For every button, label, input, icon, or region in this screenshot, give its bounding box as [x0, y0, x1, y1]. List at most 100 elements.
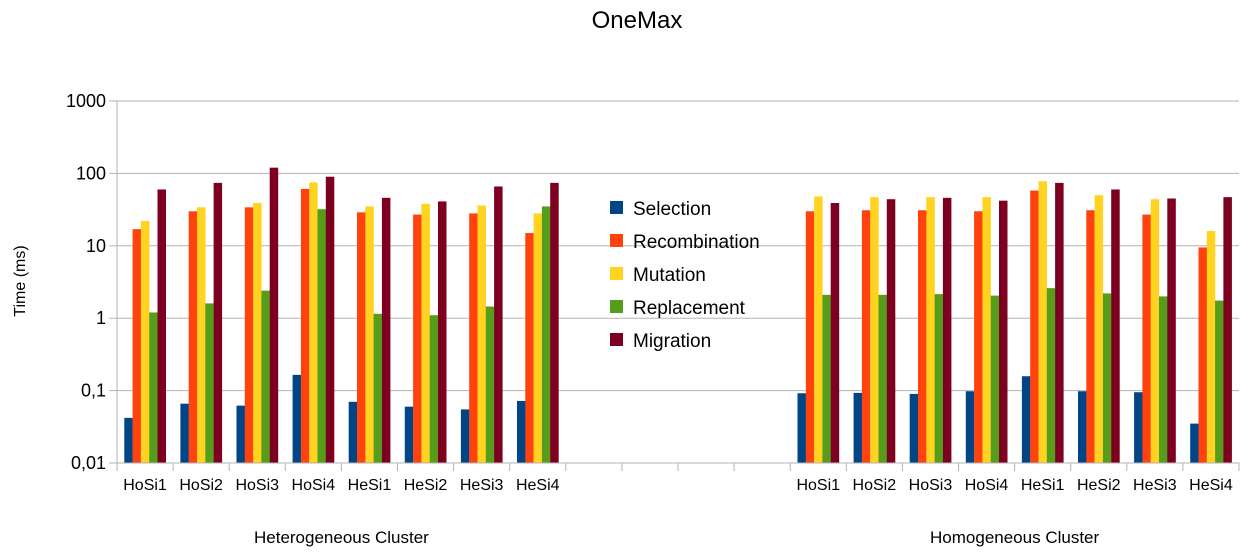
bar-replacement-1 — [205, 303, 214, 463]
x-tick-label: HeSi4 — [1189, 477, 1233, 494]
bar-recombination-19 — [1198, 247, 1207, 463]
bar-recombination-5 — [413, 214, 422, 463]
bar-recombination-12 — [805, 211, 815, 463]
bar-selection-4 — [348, 401, 358, 463]
bar-selection-13 — [853, 392, 863, 463]
bar-migration-2 — [269, 167, 279, 464]
bar-migration-7 — [550, 182, 559, 463]
group-label-heterogeneous: Heterogeneous Cluster — [254, 528, 429, 547]
x-tick-label: HeSi3 — [1133, 477, 1177, 494]
bar-replacement-16 — [1046, 288, 1056, 463]
y-tick-label: 0,1 — [81, 381, 106, 401]
bar-recombination-4 — [357, 212, 366, 463]
bar-recombination-15 — [974, 211, 983, 463]
y-tick-label: 10 — [86, 236, 106, 256]
bar-selection-6 — [460, 409, 470, 463]
x-tick-label: HoSi4 — [292, 477, 336, 494]
x-axis-ticks: HoSi1 HoSi2 HoSi3 HoSi4 HeSi1 HeSi2 HeSi3 HeSi4… — [123, 477, 1233, 494]
y-tick-label: 1000 — [66, 91, 106, 111]
bar-migration-13 — [886, 199, 896, 463]
bar-mutation-17 — [1094, 195, 1104, 463]
group-label-homogeneous: Homogeneous Cluster — [930, 528, 1099, 547]
x-axis — [116, 101, 1240, 471]
bar-replacement-12 — [822, 294, 831, 463]
bar-recombination-18 — [1142, 214, 1151, 463]
bar-selection-5 — [404, 406, 414, 463]
bar-replacement-5 — [429, 315, 439, 463]
bar-recombination-6 — [469, 213, 478, 463]
bar-migration-0 — [157, 189, 166, 463]
x-tick-label: HoSi2 — [853, 477, 897, 494]
x-tick-label: HeSi2 — [1077, 477, 1121, 494]
x-tick-label: HoSi4 — [965, 477, 1009, 494]
legend-label-migration: Migration — [633, 331, 711, 352]
chart-title: OneMax — [592, 7, 683, 34]
bar-mutation-7 — [533, 213, 543, 463]
x-tick-label: HoSi3 — [235, 477, 279, 494]
y-axis-label: Time (ms) — [12, 245, 29, 316]
x-tick-label: HoSi3 — [909, 477, 953, 494]
group-labels: Heterogeneous Cluster Homogeneous Cluster — [254, 528, 1100, 547]
bar-replacement-15 — [990, 295, 1000, 463]
bar-mutation-14 — [926, 197, 935, 463]
x-tick-label: HoSi1 — [796, 477, 840, 494]
y-tick-label: 100 — [76, 163, 106, 183]
bar-selection-16 — [1021, 376, 1031, 463]
y-tick-label: 0,01 — [71, 453, 106, 473]
bar-migration-17 — [1111, 189, 1120, 463]
bar-replacement-3 — [317, 209, 326, 463]
bar-selection-18 — [1134, 392, 1143, 463]
bar-replacement-6 — [485, 306, 495, 463]
legend-swatch-migration — [610, 333, 623, 346]
bar-migration-18 — [1167, 198, 1176, 463]
bar-migration-15 — [999, 200, 1008, 463]
bar-mutation-3 — [309, 182, 318, 463]
bar-selection-7 — [516, 400, 526, 463]
bar-replacement-4 — [373, 313, 383, 463]
bar-selection-1 — [180, 403, 189, 463]
bar-selection-0 — [124, 417, 133, 463]
bar-mutation-4 — [365, 206, 374, 463]
bar-migration-14 — [942, 197, 952, 463]
bar-migration-1 — [213, 182, 223, 463]
bar-mutation-5 — [421, 203, 430, 463]
bar-migration-16 — [1055, 182, 1064, 463]
bar-recombination-14 — [918, 210, 927, 463]
x-tick-label: HeSi4 — [516, 477, 560, 494]
bar-mutation-19 — [1206, 231, 1216, 463]
bar-replacement-0 — [149, 312, 158, 463]
bar-replacement-7 — [541, 206, 551, 463]
bar-migration-5 — [438, 201, 447, 463]
bar-selection-19 — [1190, 423, 1199, 463]
bar-recombination-2 — [244, 207, 254, 463]
bar-mutation-6 — [477, 205, 486, 463]
bar-mutation-12 — [814, 196, 823, 464]
legend-label-selection: Selection — [633, 199, 711, 220]
bar-recombination-1 — [188, 211, 198, 463]
y-tick-label: 1 — [96, 308, 106, 328]
legend-label-mutation: Mutation — [633, 265, 706, 286]
bar-migration-3 — [325, 176, 335, 463]
bar-mutation-2 — [253, 203, 262, 463]
bar-selection-15 — [965, 391, 975, 463]
bar-selection-2 — [236, 405, 245, 463]
bar-recombination-0 — [132, 229, 142, 463]
legend-swatch-selection — [610, 201, 623, 214]
legend: Selection Recombination Mutation Replacemen… — [610, 199, 760, 352]
x-tick-label: HoSi2 — [179, 477, 223, 494]
bar-mutation-13 — [870, 197, 879, 463]
bar-selection-3 — [292, 374, 302, 463]
legend-swatch-mutation — [610, 267, 623, 280]
bar-replacement-13 — [878, 294, 887, 463]
legend-swatch-recombination — [610, 234, 623, 247]
bar-recombination-17 — [1086, 210, 1095, 463]
bar-migration-12 — [830, 203, 840, 463]
bar-mutation-18 — [1150, 199, 1160, 463]
bar-selection-14 — [909, 393, 919, 463]
x-tick-label: HeSi1 — [348, 477, 392, 494]
bar-replacement-19 — [1215, 300, 1224, 463]
bar-recombination-16 — [1030, 190, 1039, 463]
legend-label-replacement: Replacement — [633, 298, 746, 319]
x-tick-label: HeSi2 — [404, 477, 448, 494]
